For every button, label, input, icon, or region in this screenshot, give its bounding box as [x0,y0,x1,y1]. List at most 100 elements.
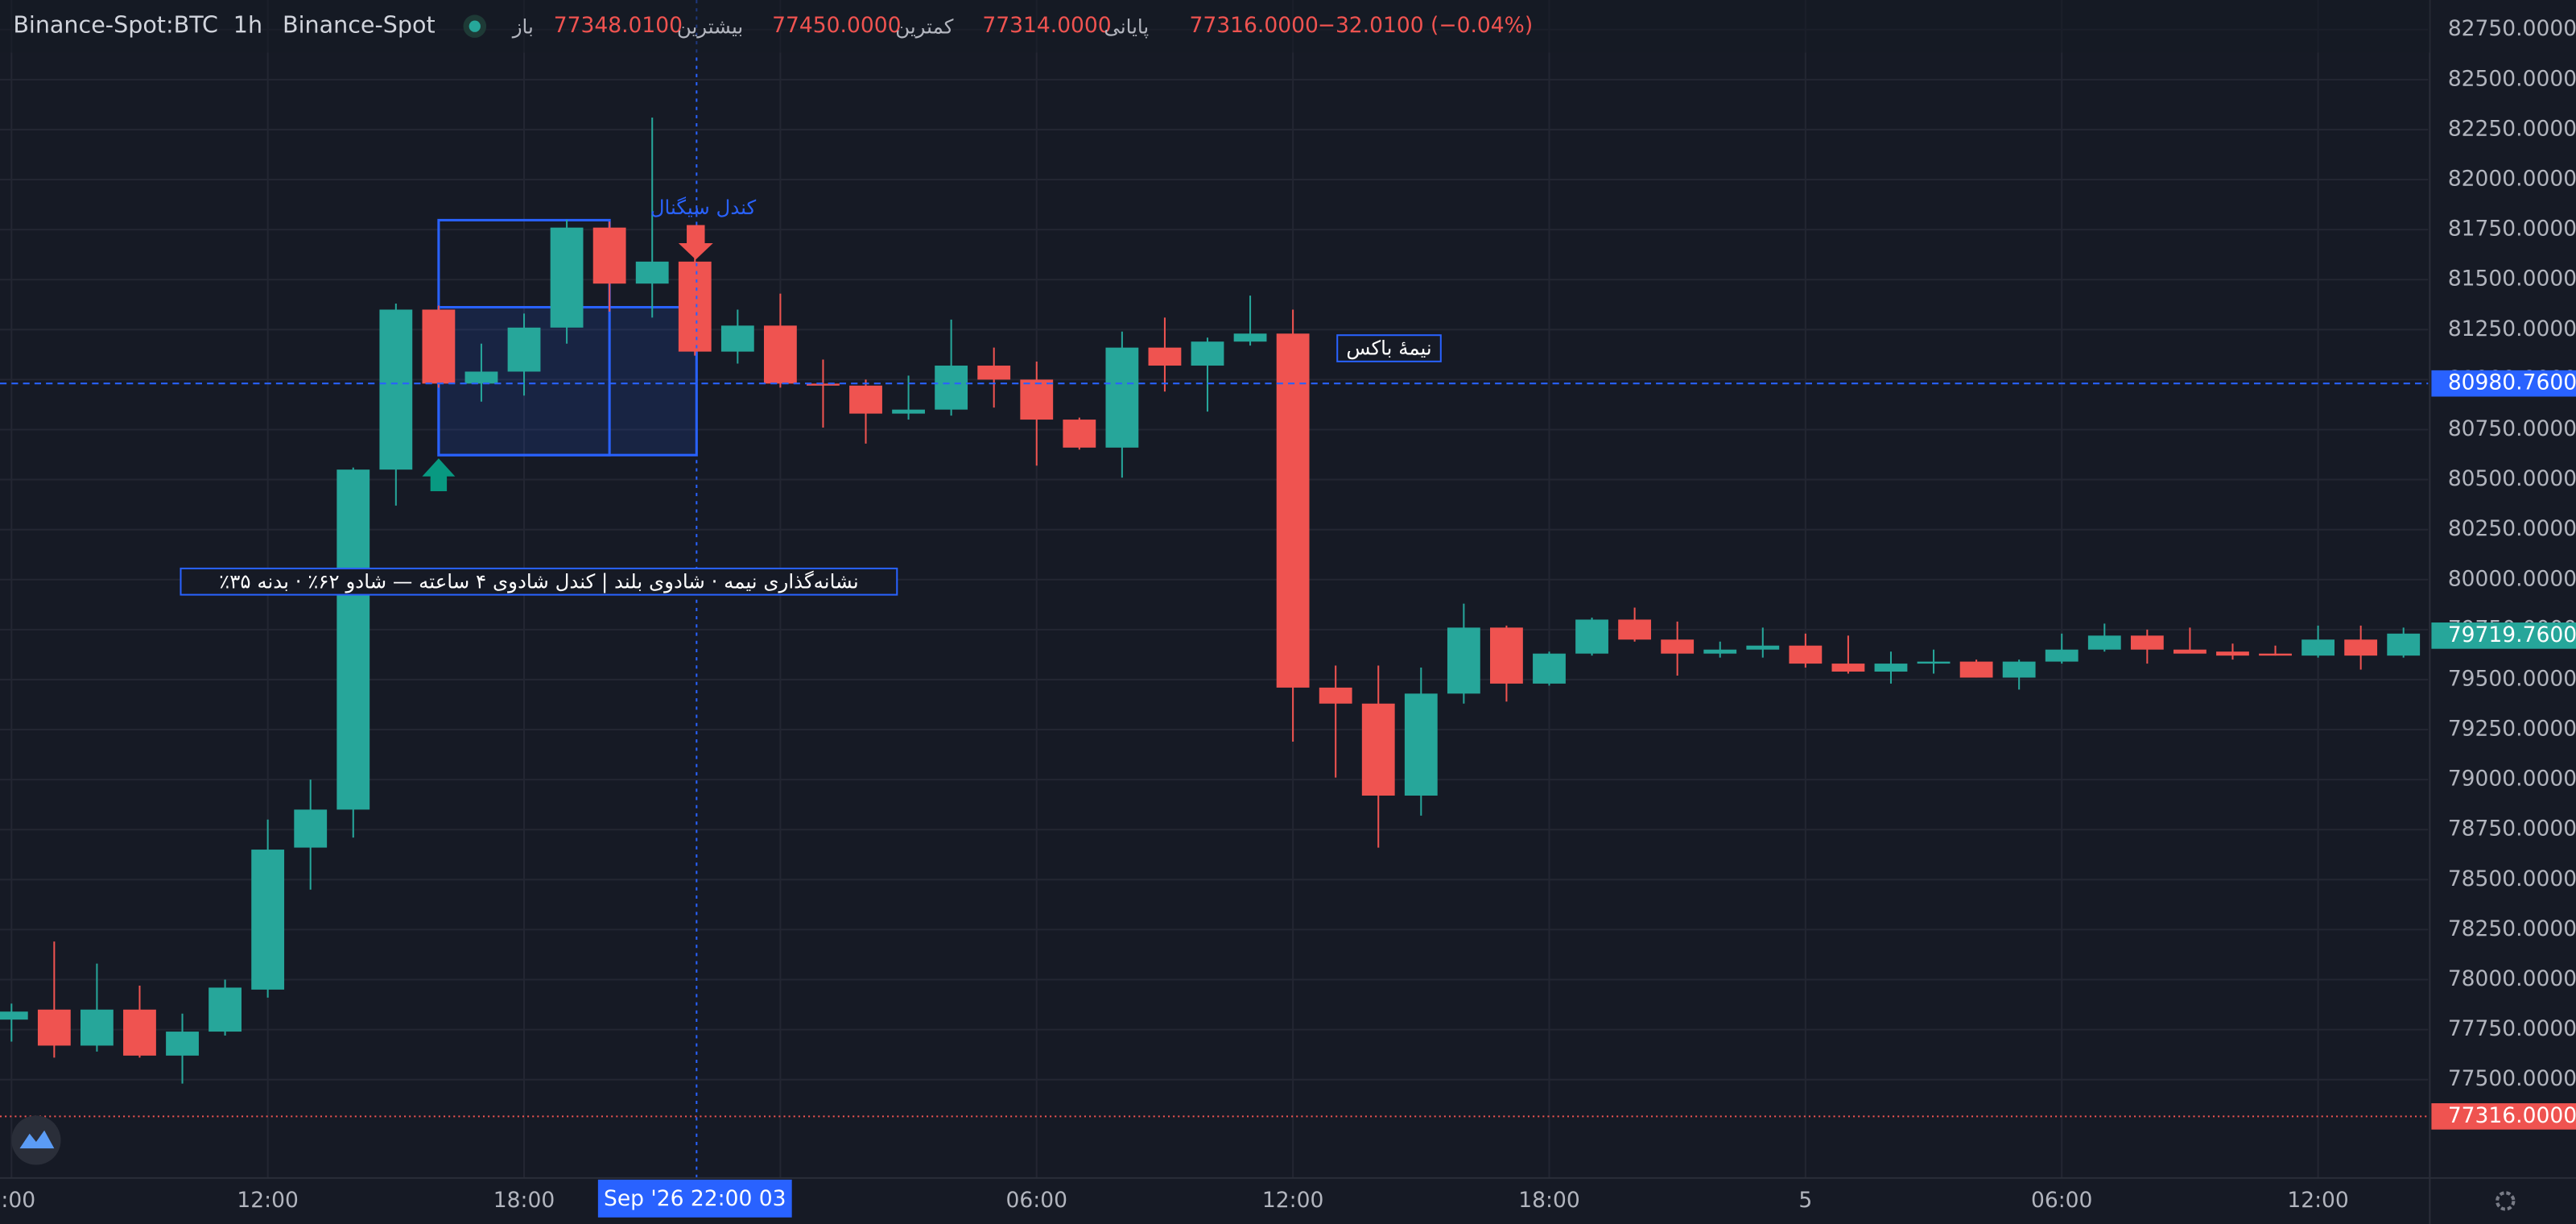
x-tick-label: 06:00 [2031,1188,2092,1213]
x-tick-label: 18:00 [493,1188,555,1213]
candle-body [2045,649,2079,662]
candle-body [80,1009,114,1046]
y-tick-label: 79500.0000 [2448,666,2576,691]
candle-body [208,987,242,1032]
interval[interactable]: 1h [233,11,262,39]
candle-body [507,327,541,372]
y-tick-label: 78750.0000 [2448,817,2576,842]
crosshair-time-box [597,1179,792,1218]
candle-body [2216,651,2249,656]
candle-body [1233,333,1267,342]
candle-body [2002,661,2036,678]
candle-body [1319,687,1352,704]
x-tick-label: 12:00 [237,1188,298,1213]
logo[interactable] [11,1115,61,1165]
candle-body [849,385,882,414]
candle-body [892,409,925,414]
overlay: Sep '26 22:00 03 Binance-Spot:BTC 1h Bin… [0,0,2516,1218]
candle-body [1789,645,1823,664]
y-tick-label: 80500.0000 [2448,466,2576,491]
y-tick-label: 80750.0000 [2448,416,2576,441]
signal-candle-label[interactable]: کندل سیگنال [650,196,757,219]
price-label-box [2431,370,2576,397]
candle-body [592,227,626,284]
drawings: کندل سیگنال نیمهٔ باکس ٪نشانه‌گذاری نیمه… [180,0,1442,1178]
candle-body [1831,664,1865,672]
close-label: پایانی [1104,15,1149,39]
up-arrow[interactable] [422,458,456,492]
candle-body [935,366,968,410]
price-label: 77316.0000 [2448,1103,2576,1128]
high-label: بیشترین [677,15,743,39]
y-tick-label: 81500.0000 [2448,267,2576,292]
candle-body [2387,633,2421,656]
change-value: −32.0100 (−0.04%) [1318,13,1533,38]
candle-body [977,366,1011,380]
close-value: 77316.0000 [1190,13,1319,38]
candle-body [251,850,285,990]
candle-body [2259,653,2292,656]
candle-body [1447,627,1480,694]
logo-icon [19,1130,55,1149]
candle-body [1105,347,1139,448]
candle-body [635,261,669,284]
candle-body [123,1009,156,1056]
high-value: 77450.0000 [772,13,901,38]
candle-body [1063,420,1096,448]
y-tick-label: 78500.0000 [2448,866,2576,891]
exchange[interactable]: Binance-Spot [283,11,436,39]
candle-body [1661,639,1695,654]
candle-body [2174,649,2207,654]
x-tick-label: 06:00 [1006,1188,1067,1213]
time-axis [0,1177,2430,1224]
x-tick-label: 12:00 [2287,1188,2348,1213]
candle-body [550,227,584,328]
candle-body [678,261,712,352]
header-bg [0,0,2430,53]
price-label-box [2431,1103,2576,1130]
y-tick-label: 82250.0000 [2448,116,2576,141]
x-tick-label: 5 [1798,1188,1812,1213]
y-tick-label: 77500.0000 [2448,1066,2576,1091]
candle-body [2301,639,2334,656]
candle-body [464,371,498,384]
y-tick-label: 82750.0000 [2448,16,2576,41]
candle-body [294,809,328,848]
y-tick-label: 82000.0000 [2448,167,2576,192]
candle-body [1533,653,1566,684]
candle-body [1361,703,1395,796]
half-box-label: نیمهٔ باکس [1346,337,1431,360]
candle-body [37,1009,71,1046]
y-tick-label: 78250.0000 [2448,916,2576,941]
candle-body [720,325,754,352]
settings-icon[interactable] [2496,1191,2516,1211]
note-label: ٪نشانه‌گذاری نیمه · شادوی بلند | کندل شا… [219,569,859,593]
candle-body [2344,639,2378,656]
candle-body [166,1032,199,1056]
symbol[interactable]: Binance-Spot:BTC [13,11,218,39]
y-tick-label: 79250.0000 [2448,717,2576,742]
y-tick-label: 82500.0000 [2448,66,2576,91]
low-label: کمترین [895,15,953,39]
candle-body [1276,333,1310,688]
low-value: 77314.0000 [982,13,1111,38]
candle-body [2130,635,2164,650]
y-tick-label: 79000.0000 [2448,767,2576,792]
candle-body [1575,619,1608,654]
axis-labels: 82750.0000 82500.0000 82250.0000 82000.0000… [0,16,2576,1213]
candle-body [1959,661,1993,678]
candle-body [1148,347,1182,366]
candle-body [1703,649,1737,654]
candle-body [1404,693,1438,796]
candle-body [1917,661,1951,664]
x-tick-label: 6:00 [0,1188,35,1213]
candle-body [1618,619,1652,640]
candles [0,118,2421,1084]
candle-body [2087,635,2121,650]
down-arrow[interactable] [678,225,713,260]
note-box[interactable] [180,567,898,596]
y-tick-label: 80000.0000 [2448,566,2576,591]
half-box-note[interactable] [1336,334,1442,362]
y-tick-label: 81250.0000 [2448,316,2576,341]
